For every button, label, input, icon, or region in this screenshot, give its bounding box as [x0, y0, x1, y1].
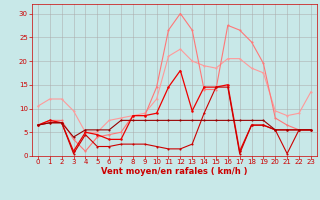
X-axis label: Vent moyen/en rafales ( km/h ): Vent moyen/en rafales ( km/h ) — [101, 167, 248, 176]
